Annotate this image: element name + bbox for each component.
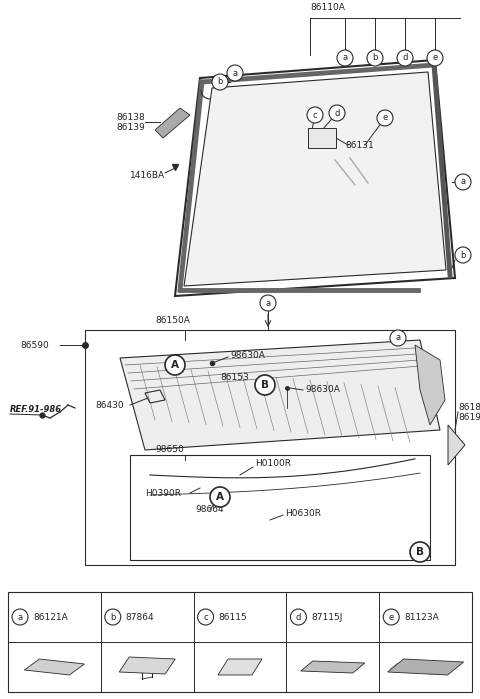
- Circle shape: [397, 50, 413, 66]
- Circle shape: [383, 609, 399, 625]
- Text: c: c: [312, 110, 317, 120]
- Polygon shape: [120, 340, 440, 450]
- Text: a: a: [17, 612, 23, 621]
- Polygon shape: [24, 659, 84, 675]
- Polygon shape: [218, 659, 262, 675]
- Text: 86138: 86138: [116, 113, 145, 122]
- Circle shape: [410, 542, 430, 562]
- Circle shape: [427, 50, 443, 66]
- Text: d: d: [296, 612, 301, 621]
- Text: 86153: 86153: [220, 373, 249, 382]
- Text: 98650: 98650: [155, 445, 184, 454]
- Text: 98664: 98664: [195, 505, 224, 514]
- Text: 86131: 86131: [345, 140, 374, 150]
- Text: a: a: [265, 298, 271, 308]
- Circle shape: [337, 50, 353, 66]
- Text: e: e: [432, 54, 438, 62]
- Text: A: A: [216, 492, 224, 502]
- Circle shape: [455, 247, 471, 263]
- Circle shape: [210, 487, 230, 507]
- Circle shape: [12, 609, 28, 625]
- Text: H0390R: H0390R: [145, 489, 181, 498]
- Text: 87864: 87864: [126, 612, 155, 621]
- Polygon shape: [448, 425, 465, 465]
- Polygon shape: [184, 72, 446, 286]
- Text: e: e: [389, 612, 394, 621]
- Text: 98630A: 98630A: [305, 386, 340, 394]
- Text: 87115J: 87115J: [312, 612, 343, 621]
- Circle shape: [307, 107, 323, 123]
- Text: b: b: [217, 78, 223, 87]
- Text: 86180: 86180: [458, 403, 480, 412]
- Text: 86590: 86590: [20, 340, 49, 350]
- Polygon shape: [155, 108, 190, 138]
- Circle shape: [367, 50, 383, 66]
- Text: A: A: [171, 360, 179, 370]
- Text: a: a: [232, 69, 238, 78]
- Circle shape: [329, 105, 345, 121]
- Text: a: a: [342, 54, 348, 62]
- Text: 86110A: 86110A: [310, 3, 345, 12]
- Text: 86115: 86115: [218, 612, 247, 621]
- Text: b: b: [372, 54, 378, 62]
- Text: 98630A: 98630A: [230, 350, 265, 359]
- Circle shape: [165, 355, 185, 375]
- Text: 81123A: 81123A: [404, 612, 439, 621]
- Text: d: d: [402, 54, 408, 62]
- Text: 86121A: 86121A: [33, 612, 68, 621]
- Circle shape: [290, 609, 306, 625]
- Text: REF.91-986: REF.91-986: [10, 405, 62, 415]
- Circle shape: [227, 65, 243, 81]
- Circle shape: [105, 609, 121, 625]
- Text: 1416BA: 1416BA: [130, 171, 165, 180]
- Text: a: a: [396, 333, 401, 343]
- Text: b: b: [460, 250, 466, 259]
- Text: 86139: 86139: [116, 124, 145, 133]
- Text: a: a: [460, 178, 466, 187]
- Text: B: B: [261, 380, 269, 390]
- Text: 86430: 86430: [95, 401, 124, 410]
- Text: b: b: [110, 612, 116, 621]
- FancyBboxPatch shape: [308, 128, 336, 148]
- Text: e: e: [383, 113, 388, 122]
- Text: B: B: [416, 547, 424, 557]
- Text: 86150A: 86150A: [155, 316, 190, 325]
- Circle shape: [255, 375, 275, 395]
- Text: H0100R: H0100R: [255, 459, 291, 468]
- Circle shape: [455, 174, 471, 190]
- Polygon shape: [301, 661, 365, 673]
- Text: d: d: [334, 108, 340, 117]
- Polygon shape: [119, 657, 175, 674]
- Text: c: c: [204, 612, 208, 621]
- Circle shape: [390, 330, 406, 346]
- Polygon shape: [415, 345, 445, 425]
- Circle shape: [198, 609, 214, 625]
- Circle shape: [260, 295, 276, 311]
- Polygon shape: [388, 659, 464, 675]
- Text: H0630R: H0630R: [285, 508, 321, 517]
- Circle shape: [212, 74, 228, 90]
- Circle shape: [377, 110, 393, 126]
- Text: 86190B: 86190B: [458, 414, 480, 422]
